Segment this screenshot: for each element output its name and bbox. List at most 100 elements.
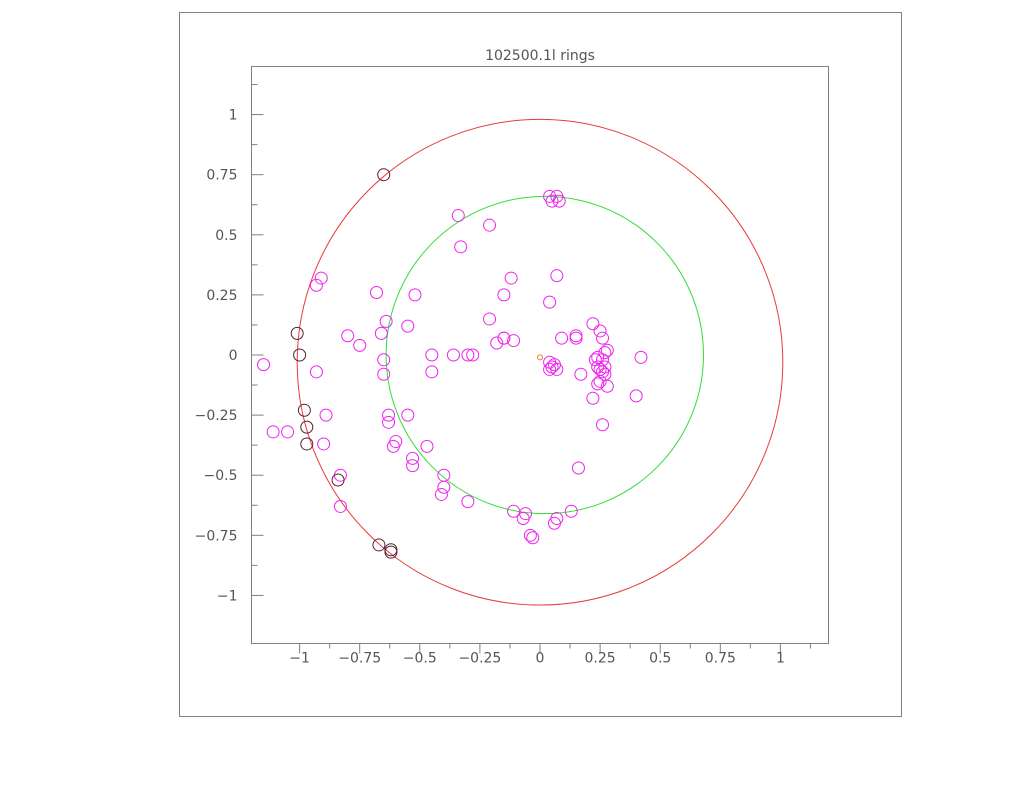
data-point <box>504 271 518 285</box>
data-point <box>317 437 331 451</box>
data-point <box>382 408 396 422</box>
center-marker <box>537 354 543 361</box>
data-point <box>497 331 511 345</box>
data-point <box>547 516 561 530</box>
y-tick-label: −0.25 <box>195 408 238 424</box>
data-point <box>333 499 347 513</box>
ring-circle <box>385 195 704 515</box>
data-point <box>300 420 314 434</box>
data-point <box>384 545 398 559</box>
data-point <box>490 336 504 350</box>
data-point <box>377 353 391 367</box>
data-point <box>370 285 384 299</box>
data-point <box>333 468 347 482</box>
data-point <box>519 507 533 521</box>
data-point <box>634 350 648 364</box>
data-point <box>425 365 439 379</box>
data-point <box>550 362 564 376</box>
x-tick-label: −1 <box>289 651 310 667</box>
data-point <box>564 504 578 518</box>
data-point <box>461 348 475 362</box>
data-point <box>591 377 605 391</box>
data-point <box>526 531 540 545</box>
data-point <box>406 459 420 473</box>
points-group <box>257 168 648 559</box>
data-point <box>425 348 439 362</box>
data-point <box>386 439 400 453</box>
y-tick-label: 0.25 <box>206 288 237 304</box>
data-point <box>293 348 307 362</box>
data-point <box>596 331 610 345</box>
x-tick-label: −0.75 <box>338 651 381 667</box>
chart-title: 102500.1l rings <box>485 48 595 64</box>
data-point <box>507 334 521 348</box>
x-tick-label: −0.5 <box>403 651 437 667</box>
data-point <box>434 487 448 501</box>
x-tick-label: 0.5 <box>649 651 671 667</box>
data-point <box>552 194 566 208</box>
data-point <box>406 451 420 465</box>
data-point <box>593 374 607 388</box>
data-point <box>437 468 451 482</box>
data-point <box>466 348 480 362</box>
data-point <box>314 271 328 285</box>
data-point <box>523 528 537 542</box>
data-point <box>389 435 403 449</box>
data-point <box>543 355 557 369</box>
data-point <box>598 346 612 360</box>
data-point <box>569 329 583 343</box>
data-point <box>300 437 314 451</box>
data-point <box>591 360 605 374</box>
data-point <box>543 295 557 309</box>
data-point <box>437 480 451 494</box>
data-point <box>372 538 386 552</box>
ring-circle <box>296 118 784 606</box>
data-point <box>483 218 497 232</box>
data-point <box>319 408 333 422</box>
data-point <box>309 278 323 292</box>
data-point <box>353 338 367 352</box>
data-point <box>290 326 304 340</box>
data-point <box>454 240 468 254</box>
data-point <box>266 425 280 439</box>
data-point <box>586 317 600 331</box>
data-point <box>600 343 614 357</box>
data-point <box>451 209 465 223</box>
data-point <box>420 439 434 453</box>
data-point <box>586 391 600 405</box>
data-point <box>596 418 610 432</box>
data-point <box>408 288 422 302</box>
data-point <box>483 312 497 326</box>
y-tick-label: 0 <box>229 348 238 364</box>
data-point <box>257 358 271 372</box>
data-point <box>574 367 588 381</box>
axes-group: −1 −0.75 −0.5 −0.25 0 0.25 0.5 0.75 1 1 0.75 0.5 0.2… <box>195 84 811 667</box>
data-point <box>461 495 475 509</box>
data-point <box>545 360 559 374</box>
data-point <box>401 319 415 333</box>
data-point <box>331 473 345 487</box>
data-point <box>309 365 323 379</box>
data-point <box>377 168 391 182</box>
data-point <box>547 358 561 372</box>
x-tick-label: 0.25 <box>585 651 616 667</box>
data-point <box>377 367 391 381</box>
data-point <box>281 425 295 439</box>
data-point <box>600 379 614 393</box>
data-point <box>382 415 396 429</box>
data-point <box>545 194 559 208</box>
data-point <box>297 403 311 417</box>
data-point <box>543 362 557 376</box>
data-point <box>550 511 564 525</box>
data-point <box>629 389 643 403</box>
data-point <box>341 329 355 343</box>
rings-group <box>296 118 784 606</box>
y-tick-label: −0.5 <box>204 468 238 484</box>
y-tick-label: −1 <box>217 588 238 604</box>
data-point <box>379 314 393 328</box>
data-point <box>497 288 511 302</box>
data-point <box>516 511 530 525</box>
y-tick-label: 0.5 <box>215 228 237 244</box>
data-point <box>384 543 398 557</box>
